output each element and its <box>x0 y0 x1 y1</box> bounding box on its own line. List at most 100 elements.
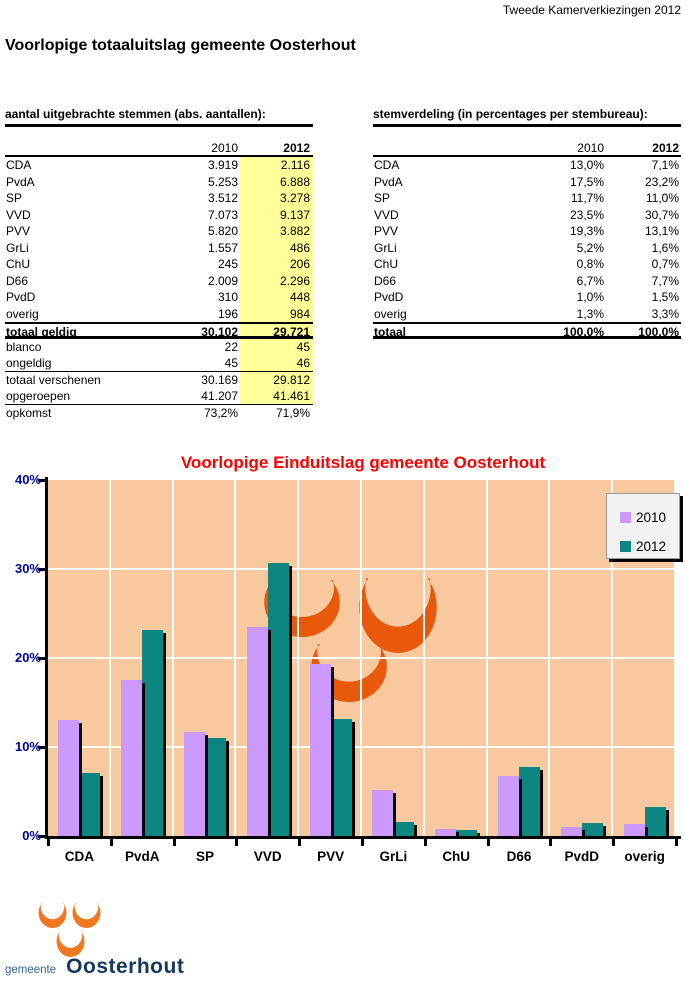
value-2012: 30,7% <box>644 207 679 222</box>
row-label: ongeldig <box>6 356 52 370</box>
value-2012: 0,7% <box>651 257 679 271</box>
bar-2012-PvdA <box>142 629 164 836</box>
value-2012: 2.116 <box>240 157 313 174</box>
logo-name-label: Oosterhout <box>66 955 185 978</box>
bar-2012-SP <box>205 738 226 836</box>
percentages-table-heading: stemverdeling (in percentages per stembu… <box>373 107 681 127</box>
row-label: D66 <box>374 273 397 288</box>
value-2012: 206 <box>240 256 313 273</box>
y-axis-tick <box>38 479 46 482</box>
gemeente-oosterhout-logo: gemeente Oosterhout <box>0 897 300 987</box>
row-label: PvdA <box>374 174 403 189</box>
legend-item-2010: 2010 <box>620 503 679 532</box>
bar-2010-SP <box>184 731 205 836</box>
bar-2012-PvdD <box>581 822 603 836</box>
value-2010: 11,7% <box>570 191 604 205</box>
bar-2010-GrLi <box>372 789 394 836</box>
bar-2010-PvdA <box>121 680 143 836</box>
table-row: totaal 100,0% 100,0% <box>373 322 681 339</box>
gridline <box>548 480 551 836</box>
row-label: totaal geldig <box>6 325 77 339</box>
bar-2010-VVD <box>246 626 268 836</box>
value-2010: 17,5% <box>569 174 604 189</box>
row-label: PvdA <box>6 174 35 189</box>
value-2010: 19,3% <box>569 224 604 238</box>
y-axis-label: 10% <box>14 739 41 754</box>
votes-table-heading: aantal uitgebrachte stemmen (abs. aantal… <box>5 107 313 127</box>
x-axis-tick <box>109 839 113 846</box>
x-axis-label: VVD <box>253 849 282 864</box>
value-2012: 23,2% <box>644 174 679 189</box>
gridline <box>297 480 300 836</box>
value-2010: 5.253 <box>207 174 238 189</box>
value-2012: 7,1% <box>651 158 679 172</box>
bar-2012-overig <box>644 806 666 836</box>
table-row: PVV 5.820 3.882 <box>5 223 313 240</box>
value-2012: 3,3% <box>651 306 679 321</box>
table-row: CDA 3.919 2.116 <box>5 157 313 174</box>
x-axis-label: overig <box>624 849 665 864</box>
x-axis-tick <box>298 839 302 846</box>
legend-swatch-2010 <box>620 512 631 523</box>
table-row: ongeldig 45 46 <box>5 355 313 372</box>
value-2012: 984 <box>240 305 313 322</box>
row-label: GrLi <box>374 240 397 255</box>
y-axis-label: 20% <box>14 650 41 665</box>
value-2010: 30.169 <box>201 372 238 387</box>
logo-text: gemeente Oosterhout <box>5 955 184 979</box>
x-axis-label: PvdD <box>564 849 600 864</box>
x-axis-tick <box>549 839 553 846</box>
table-row: overig 1,3% 3,3% <box>373 306 681 323</box>
x-axis-label: GrLi <box>379 849 408 864</box>
table-row: SP 11,7% 11,0% <box>373 190 681 207</box>
row-label: CDA <box>374 158 400 172</box>
x-axis-tick <box>612 839 616 846</box>
x-axis-line <box>45 836 681 839</box>
value-2010: 13,0% <box>569 158 604 172</box>
y-axis-tick <box>38 657 46 660</box>
bar-2010-PVV <box>309 664 331 836</box>
value-2010: 1,0% <box>576 290 604 304</box>
x-axis-label: D66 <box>506 849 532 864</box>
row-label: PVV <box>6 224 31 238</box>
value-2010: 73,2% <box>203 405 238 420</box>
value-2012: 41.461 <box>240 388 313 404</box>
bar-2010-D66 <box>498 776 519 836</box>
y-axis-label: 0% <box>22 828 41 843</box>
bar-2012-GrLi <box>393 821 415 836</box>
value-2010: 0,8% <box>576 257 604 271</box>
table-row: blanco 22 45 <box>5 338 313 355</box>
table-row: GrLi 1.557 486 <box>5 239 313 256</box>
table-row: totaal geldig 30.102 29.721 <box>5 322 313 339</box>
table-row: ChU 0,8% 0,7% <box>373 256 681 273</box>
row-label: overig <box>374 306 407 321</box>
crescent-watermark-icon <box>359 578 437 653</box>
value-2012: 486 <box>240 239 313 256</box>
y-axis-tick <box>38 835 46 838</box>
value-2012: 3.278 <box>240 190 313 207</box>
gridline <box>108 480 111 836</box>
legend-swatch-2012 <box>620 541 631 552</box>
gridline <box>485 480 488 836</box>
value-2010: 30.102 <box>201 325 238 339</box>
table-row: VVD 7.073 9.137 <box>5 206 313 223</box>
x-axis-tick <box>235 839 239 846</box>
value-2012: 45 <box>240 338 313 355</box>
row-label: ChU <box>6 257 31 271</box>
legend-label: 2012 <box>636 539 667 554</box>
votes-table: aantal uitgebrachte stemmen (abs. aantal… <box>5 107 313 421</box>
table-row: totaal verschenen 30.169 29.812 <box>5 371 313 388</box>
gridline <box>48 568 676 570</box>
chart-legend: 2010 2012 <box>606 493 680 559</box>
y-axis-tick <box>38 746 46 749</box>
table-row: overig 196 984 <box>5 305 313 322</box>
y-axis-label: 30% <box>14 561 41 576</box>
table-row: PvdA 17,5% 23,2% <box>373 174 681 191</box>
value-2010: 5.820 <box>207 224 238 238</box>
table-row: PvdD 1,0% 1,5% <box>373 289 681 306</box>
x-axis-label: PVV <box>317 849 345 864</box>
logo-gemeente-label: gemeente <box>5 964 57 976</box>
gridline <box>422 480 425 836</box>
table-row: PVV 19,3% 13,1% <box>373 223 681 240</box>
value-2012: 3.882 <box>240 223 313 240</box>
